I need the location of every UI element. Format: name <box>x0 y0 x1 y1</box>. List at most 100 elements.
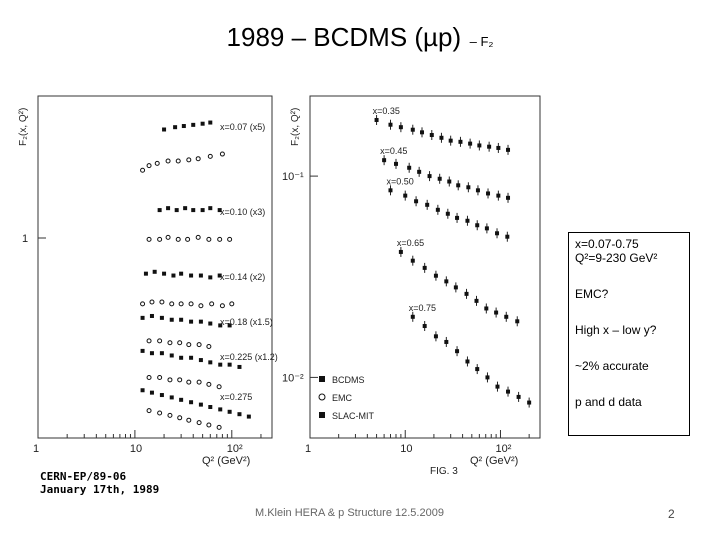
bcdms-point <box>159 393 164 398</box>
data-point <box>466 185 471 190</box>
series-label: x=0.35 <box>373 106 400 116</box>
data-point <box>398 249 403 254</box>
slide-title-main: 1989 – BCDMS (µp) <box>226 22 462 52</box>
x-tick-label: 10² <box>227 443 243 455</box>
series-label: x=0.65 <box>397 238 424 248</box>
bcdms-point <box>208 405 213 410</box>
data-point <box>410 127 415 132</box>
emc-point <box>154 160 160 166</box>
bcdms-point <box>208 120 213 125</box>
data-point <box>448 138 453 143</box>
data-point <box>414 199 419 204</box>
emc-point <box>195 234 201 240</box>
footer-text: M.Klein HERA & p Structure 12.5.2009 <box>255 507 444 519</box>
data-point <box>445 211 450 216</box>
series-label: x=0.225 (x1.2) <box>220 352 278 362</box>
y-tick-label: 10⁻¹ <box>282 171 304 183</box>
emc-point <box>195 156 201 162</box>
bcdms-point <box>179 317 184 322</box>
data-point <box>475 188 480 193</box>
data-point <box>495 231 500 236</box>
data-point <box>444 279 449 284</box>
emc-point <box>149 299 155 305</box>
emc-point <box>209 301 215 307</box>
emc-point <box>188 301 194 307</box>
bcdms-point <box>162 271 167 276</box>
data-point <box>433 273 438 278</box>
emc-point <box>196 420 202 426</box>
data-point <box>477 143 482 148</box>
emc-point <box>140 301 146 307</box>
data-point <box>435 207 440 212</box>
series-label: x=0.14 (x2) <box>220 272 265 282</box>
emc-point <box>196 379 202 385</box>
data-point <box>398 125 403 130</box>
data-point <box>420 130 425 135</box>
bcdms-point <box>227 323 232 328</box>
bcdms-point <box>237 412 242 417</box>
legend-symbol <box>319 376 325 382</box>
bcdms-point <box>189 355 194 360</box>
bcdms-point <box>179 355 184 360</box>
emc-point <box>217 236 223 242</box>
series-label: x=0.275 <box>220 392 252 402</box>
bcdms-point <box>191 208 196 213</box>
y-axis-label: F₂(x, Q²) <box>18 108 29 146</box>
emc-point <box>146 236 152 242</box>
data-point <box>506 389 511 394</box>
fig-label: FIG. 3 <box>430 466 458 477</box>
bcdms-point <box>227 362 232 367</box>
bcdms-point <box>143 271 148 276</box>
emc-point <box>177 415 183 421</box>
data-point <box>425 202 430 207</box>
bcdms-point <box>157 208 162 213</box>
emc-point <box>185 236 191 242</box>
emc-point <box>167 412 173 418</box>
data-point <box>429 133 434 138</box>
bcdms-point <box>140 348 145 353</box>
bcdms-point <box>227 409 232 414</box>
bcdms-point <box>162 127 167 132</box>
emc-point <box>157 375 163 381</box>
bcdms-point <box>246 414 251 419</box>
data-point <box>484 226 489 231</box>
bcdms-point <box>171 273 176 278</box>
emc-point <box>206 381 212 387</box>
bcdms-point <box>169 395 174 400</box>
data-point <box>422 324 427 329</box>
data-point <box>439 135 444 140</box>
emc-point <box>157 410 163 416</box>
series-label: x=0.10 (x3) <box>220 207 265 217</box>
data-point <box>484 306 489 311</box>
emc-point <box>169 301 175 307</box>
bcdms-point <box>208 321 213 326</box>
bcdms-point <box>174 208 179 213</box>
data-point <box>516 394 521 399</box>
x-axis-label: Q² (GeV²) <box>470 455 518 467</box>
info-data: p and d data <box>575 395 642 409</box>
bcdms-point <box>149 351 154 356</box>
data-point <box>468 141 473 146</box>
bcdms-point <box>189 273 194 278</box>
emc-point <box>216 384 222 390</box>
emc-point <box>167 340 173 346</box>
series-label: x=0.07 (x5) <box>220 122 265 132</box>
data-point <box>456 183 461 188</box>
data-point <box>427 174 432 179</box>
bcdms-point <box>198 319 203 324</box>
bcdms-point <box>217 273 222 278</box>
x-tick-label: 1 <box>33 443 39 455</box>
data-point <box>407 165 412 170</box>
series-label: x=0.75 <box>409 303 436 313</box>
data-point <box>422 265 427 270</box>
series-label: x=0.50 <box>386 176 413 186</box>
y-axis-label: F₂(x, Q²) <box>290 108 301 146</box>
bcdms-point <box>179 271 184 276</box>
bcdms-point <box>159 315 164 320</box>
x-tick-label: 10 <box>130 443 142 455</box>
data-point <box>458 139 463 144</box>
info-x-range: x=0.07-0.75 <box>575 237 639 251</box>
bcdms-point <box>173 125 178 130</box>
